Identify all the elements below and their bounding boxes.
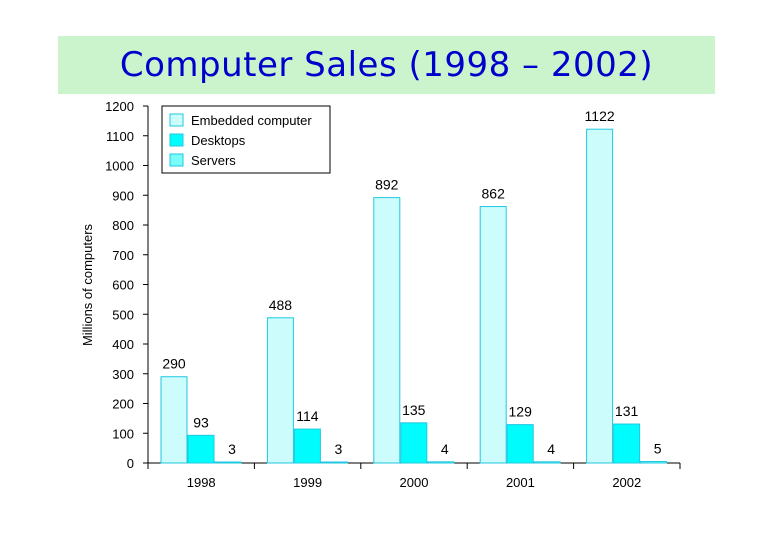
y-tick-label: 0 [127, 456, 134, 471]
legend-swatch [169, 113, 184, 127]
title-banner: Computer Sales (1998 – 2002) [58, 36, 715, 94]
legend-label: Servers [191, 153, 236, 168]
bar-servers [533, 461, 561, 464]
data-label: 1122 [585, 108, 615, 124]
data-label: 131 [615, 403, 639, 419]
y-tick-label: 1000 [105, 159, 134, 174]
x-tick-label: 1998 [187, 475, 216, 490]
legend-swatch [169, 153, 184, 167]
data-label: 488 [269, 297, 293, 313]
y-tick-label: 200 [112, 397, 134, 412]
y-tick-label: 500 [112, 307, 134, 322]
bar-servers [214, 461, 242, 464]
legend-swatch [169, 133, 184, 147]
bar-desktops [613, 423, 641, 464]
y-tick-label: 1100 [106, 129, 134, 144]
y-axis-title: Millions of computers [80, 223, 95, 346]
data-label: 129 [509, 404, 533, 420]
y-tick-label: 600 [112, 278, 134, 293]
legend-label: Embedded computer [191, 113, 312, 128]
bar-servers [320, 461, 348, 464]
bar-servers [427, 461, 455, 464]
bar-desktops [293, 428, 321, 464]
bar-desktops [187, 434, 215, 464]
bar-desktops [400, 422, 428, 464]
data-label: 3 [228, 441, 236, 457]
data-label: 93 [193, 414, 209, 430]
bar-desktops [506, 424, 534, 464]
bar-embedded-computer [160, 376, 188, 464]
x-tick-label: 2000 [400, 475, 429, 490]
y-tick-label: 700 [112, 248, 134, 263]
page-title: Computer Sales (1998 – 2002) [119, 45, 654, 85]
bar-embedded-computer [266, 317, 294, 464]
data-label: 892 [375, 177, 399, 193]
bar-servers [640, 461, 668, 464]
bar-embedded-computer [479, 206, 507, 464]
bar-embedded-computer [586, 128, 614, 464]
y-tick-label: 400 [112, 337, 134, 352]
y-tick-label: 300 [112, 367, 134, 382]
legend-box [161, 105, 331, 174]
data-label: 114 [296, 408, 319, 424]
data-label: 3 [335, 441, 343, 457]
data-label: 290 [162, 356, 186, 372]
y-tick-label: 900 [112, 188, 134, 203]
y-tick-label: 1200 [105, 99, 134, 114]
x-tick-label: 1999 [293, 475, 322, 490]
bar-embedded-computer [373, 197, 401, 464]
data-label: 862 [482, 186, 506, 202]
x-tick-label: 2001 [506, 475, 535, 490]
x-tick-label: 2002 [612, 475, 641, 490]
legend-label: Desktops [191, 133, 246, 148]
data-label: 4 [547, 441, 555, 457]
data-label: 5 [654, 441, 662, 457]
data-label: 135 [402, 402, 426, 418]
data-label: 4 [441, 441, 449, 457]
y-tick-label: 100 [112, 426, 134, 441]
y-tick-label: 800 [112, 218, 134, 233]
